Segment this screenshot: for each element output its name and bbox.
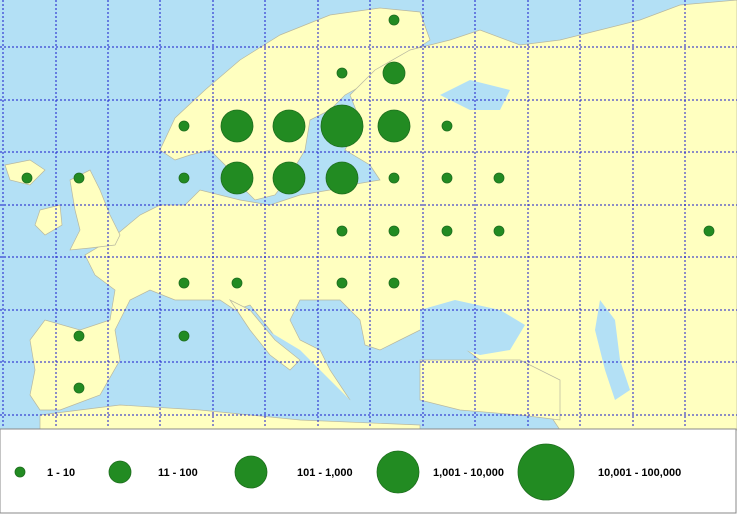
dot [493, 172, 505, 184]
dot [73, 172, 85, 184]
dot [388, 172, 400, 184]
dot [178, 277, 190, 289]
ireland [34, 204, 63, 236]
occurrence-dots [21, 14, 715, 394]
legend-symbol [376, 450, 420, 494]
caspian-sea [595, 300, 630, 400]
dot [388, 14, 400, 26]
legend-label: 1 - 10 [47, 467, 75, 479]
dot [336, 277, 348, 289]
legend: 1 - 10 11 - 100 101 - 1,000 1,001 - 10,0… [14, 443, 681, 501]
legend-symbol [14, 466, 26, 478]
dot [336, 225, 348, 237]
dot [272, 109, 306, 143]
white-sea [440, 80, 510, 110]
legend-label: 11 - 100 [158, 467, 198, 479]
great-britain [69, 169, 121, 251]
dot [320, 104, 364, 148]
legend-label: 101 - 1,000 [297, 467, 353, 479]
dot [272, 161, 306, 195]
land [4, 0, 737, 431]
iceland [4, 159, 46, 186]
black-sea [420, 300, 525, 355]
continent [29, 0, 737, 431]
dot [220, 161, 254, 195]
dot [73, 330, 85, 342]
dot [377, 109, 411, 143]
legend-symbol [108, 460, 132, 484]
dot [178, 172, 190, 184]
dot [388, 277, 400, 289]
dot [703, 225, 715, 237]
legend-symbol [234, 455, 268, 489]
dot [382, 61, 406, 85]
turkey [419, 359, 561, 421]
legend-label: 10,001 - 100,000 [598, 467, 681, 479]
dot [21, 172, 33, 184]
dot [493, 225, 505, 237]
dot [220, 109, 254, 143]
dot [441, 172, 453, 184]
dot [336, 67, 348, 79]
scandinavia [159, 7, 431, 201]
dot [441, 120, 453, 132]
dot [73, 382, 85, 394]
dot [178, 330, 190, 342]
dot [325, 161, 359, 195]
legend-symbol [517, 443, 575, 501]
mediterranean [100, 320, 400, 430]
graticule [0, 0, 737, 428]
dot [231, 277, 243, 289]
dot [441, 225, 453, 237]
dot [388, 225, 400, 237]
legend-label: 1,001 - 10,000 [433, 467, 504, 479]
dot [178, 120, 190, 132]
italy [228, 299, 301, 371]
